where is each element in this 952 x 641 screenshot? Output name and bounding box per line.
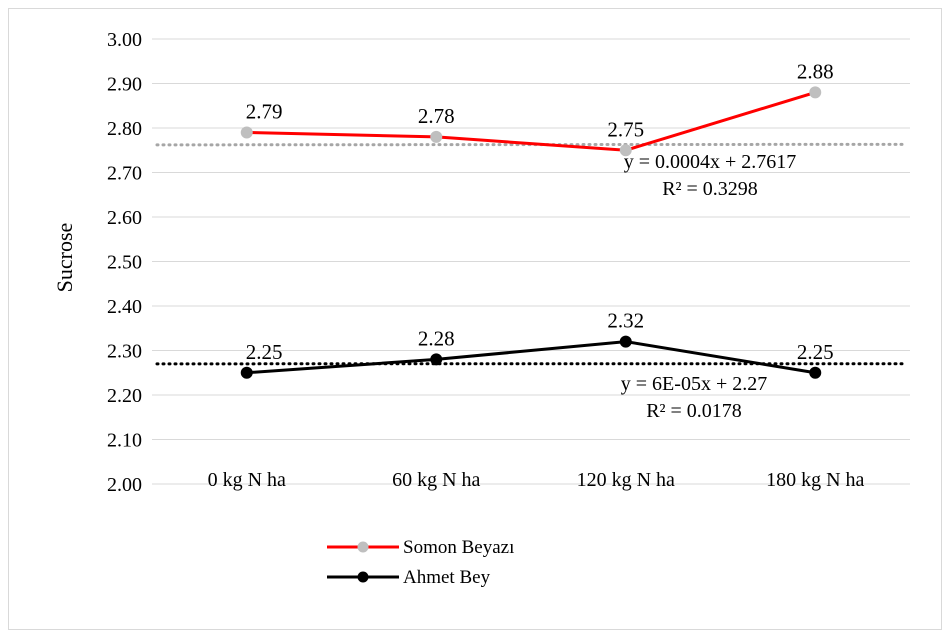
x-tick-label: 120 kg N ha: [577, 469, 675, 491]
gridlines: [152, 38, 910, 485]
y-axis-ticks: 2.00 2.10 2.20 2.30 2.40 2.50 2.60 2.70 2.80 2.90…: [107, 29, 142, 496]
legend-label: Ahmet Bey: [403, 567, 491, 588]
data-point: [240, 366, 253, 379]
y-tick-label: 2.10: [107, 430, 142, 452]
trendline-r2: R² = 0.0178: [646, 400, 742, 422]
y-tick-label: 2.80: [107, 118, 142, 140]
data-label: 2.28: [418, 326, 455, 350]
x-tick-label: 180 kg N ha: [766, 469, 864, 491]
y-axis-label: Sucrose: [52, 223, 77, 293]
x-tick-label: 0 kg N ha: [208, 469, 286, 491]
y-tick-label: 2.00: [107, 474, 142, 496]
legend: Somon Beyazı Ahmet Bey: [327, 537, 514, 588]
data-point: [809, 86, 822, 99]
data-label: 2.78: [418, 104, 455, 128]
data-point: [619, 335, 632, 348]
legend-marker: [357, 571, 369, 583]
data-point: [619, 144, 632, 157]
data-label: 2.75: [607, 117, 644, 141]
data-point: [430, 130, 443, 143]
legend-label: Somon Beyazı: [403, 537, 514, 558]
y-tick-label: 2.30: [107, 341, 142, 363]
x-axis-ticks: 0 kg N ha 60 kg N ha 120 kg N ha 180 kg N h…: [208, 469, 865, 491]
trendlines: [155, 142, 907, 366]
data-label: 2.88: [797, 59, 834, 83]
data-label: 2.25: [797, 340, 834, 364]
y-tick-label: 2.70: [107, 163, 142, 185]
y-tick-label: 2.90: [107, 74, 142, 96]
trendline-equation: y = 0.0004x + 2.7617: [624, 151, 797, 173]
y-tick-label: 2.50: [107, 252, 142, 274]
trendline-equations: y = 0.0004x + 2.7617 R² = 0.3298 y = 6E-05…: [621, 151, 797, 422]
series-lines: [240, 86, 822, 379]
data-point: [809, 366, 822, 379]
y-tick-label: 2.40: [107, 296, 142, 318]
data-label: 2.79: [246, 99, 283, 123]
y-tick-label: 2.20: [107, 385, 142, 407]
x-tick-label: 60 kg N ha: [392, 469, 480, 491]
data-point: [240, 126, 253, 139]
legend-marker: [357, 541, 369, 553]
series-line: [246, 90, 816, 152]
y-tick-label: 2.60: [107, 207, 142, 229]
trendline-r2: R² = 0.3298: [662, 178, 758, 200]
y-tick-label: 3.00: [107, 29, 142, 51]
data-label: 2.25: [246, 340, 283, 364]
trendline-equation: y = 6E-05x + 2.27: [621, 373, 767, 395]
data-labels: 2.79 2.78 2.75 2.88 2.25 2.28 2.32 2.25: [246, 59, 834, 363]
data-point: [430, 353, 443, 366]
chart-frame: [8, 8, 942, 630]
series-line: [246, 340, 816, 375]
data-label: 2.32: [607, 309, 644, 333]
